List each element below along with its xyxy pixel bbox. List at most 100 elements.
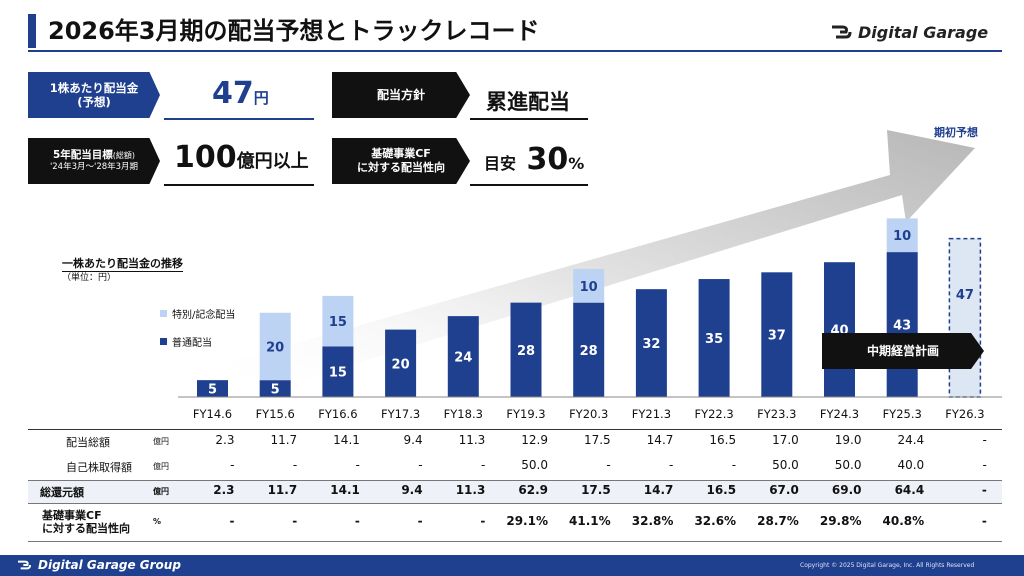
table-cell: 32.8% [631, 514, 674, 528]
bar-regular-FY21.3 [635, 289, 667, 397]
footer-logo-icon [18, 560, 31, 570]
policy-underline [470, 118, 588, 120]
table-divider [28, 480, 1002, 481]
bar-regular-label-FY19.3: 28 [517, 344, 535, 359]
table-row-label: 自己株取得額 [66, 461, 132, 474]
table-cell: 40.8% [882, 514, 925, 528]
target-label-line1: 5年配当目標 [52, 149, 113, 162]
company-logo: Digital Garage [830, 20, 988, 44]
table-cell: 11.7 [267, 483, 298, 497]
chart-title: 一株あたり配当金の推移 [62, 257, 183, 272]
table-row-label: 総還元額 [40, 486, 84, 499]
table-cell: 2.3 [213, 483, 235, 497]
table-cell: - [418, 458, 423, 472]
bar-special-label-FY15.6: 20 [266, 340, 284, 355]
x-tick-FY25.3: FY25.3 [883, 407, 922, 421]
target-label-line2: '24年3月～'28年3月期 [49, 162, 139, 173]
cf-number: 30 [526, 142, 569, 177]
bar-regular-label-FY17.3: 20 [392, 357, 410, 372]
bar-regular-label-FY18.3: 24 [454, 351, 472, 366]
table-cell: 50.0 [834, 458, 862, 472]
footer-bar [0, 555, 1024, 576]
footer-logo: Digital Garage Group [16, 558, 181, 572]
legend-special-label: 特別/記念配当 [172, 310, 236, 321]
dps-label-line2: (予想) [77, 95, 111, 109]
table-cell: 19.0 [834, 433, 862, 447]
cf-label-line2: に対する配当性向 [357, 161, 445, 174]
x-tick-FY15.6: FY15.6 [256, 407, 295, 421]
x-tick-FY14.6: FY14.6 [193, 407, 232, 421]
dps-underline [164, 118, 314, 120]
table-cell: - [982, 458, 987, 472]
bar-special-FY25.3 [886, 218, 918, 253]
table-cell: 16.5 [709, 433, 737, 447]
x-tick-FY23.3: FY23.3 [757, 407, 796, 421]
table-cell: 9.4 [403, 433, 423, 447]
bar-regular-label-FY26.3: 47 [956, 288, 974, 303]
bar-regular-FY23.3 [761, 272, 793, 397]
bar-special-FY20.3 [573, 268, 605, 303]
bar-regular-FY18.3 [447, 316, 479, 397]
x-tick-FY16.6: FY16.6 [318, 407, 357, 421]
chart-subtitle: （単位：円） [62, 273, 117, 283]
table-cell: - [354, 514, 360, 528]
cf-value: 目安 30% [484, 142, 584, 177]
table-cell: 12.9 [521, 433, 548, 447]
table-cell: 14.7 [643, 483, 674, 497]
table-cell: - [606, 458, 611, 472]
table-cell: - [981, 483, 987, 497]
table-cell: - [230, 458, 235, 472]
bar-regular-label-FY20.3: 28 [580, 344, 598, 359]
table-cell: 67.0 [769, 483, 799, 497]
table-cell: 28.7% [757, 514, 799, 528]
dps-label-line1: 1株あたり配当金 [49, 80, 139, 95]
bar-special-label-FY25.3: 10 [893, 229, 911, 244]
bar-regular-label-FY22.3: 35 [705, 332, 723, 347]
forecast-label: 期初予想 [934, 126, 978, 139]
bar-special-FY16.6 [322, 295, 354, 347]
table-cell: 29.8% [819, 514, 862, 528]
table-divider [28, 503, 1002, 504]
table-cell: 41.1% [569, 514, 611, 528]
table-cell: 11.3 [458, 433, 486, 447]
table-cell: 11.7 [270, 433, 298, 447]
x-tick-FY17.3: FY17.3 [381, 407, 420, 421]
table-cell: - [292, 514, 298, 528]
table-cell: 29.1% [506, 514, 548, 528]
bar-regular-label-FY16.6: 15 [329, 366, 347, 381]
table-cell: 14.1 [330, 483, 360, 497]
x-tick-FY24.3: FY24.3 [820, 407, 859, 421]
table-cell: 40.0 [897, 458, 925, 472]
logo-text: Digital Garage [858, 22, 989, 42]
x-tick-FY21.3: FY21.3 [632, 407, 671, 421]
table-divider [28, 541, 1002, 542]
footer-logo-text: Digital Garage Group [38, 558, 181, 572]
page-title: 2026年3月期の配当予想とトラックレコード [48, 17, 540, 45]
cf-underline [470, 184, 588, 186]
dps-value: 47円 [212, 76, 269, 111]
legend-regular-label: 普通配当 [172, 338, 212, 349]
target-underline [164, 184, 314, 186]
table-divider [28, 429, 1002, 430]
bar-regular-FY24.3 [824, 262, 855, 397]
table-cell: - [731, 458, 737, 472]
target-unit: 億円以上 [236, 151, 309, 172]
bar-special-label-FY16.6: 15 [329, 315, 347, 330]
table-cell: 14.1 [333, 433, 360, 447]
policy-value: 累進配当 [486, 90, 570, 114]
bar-regular-FY26.3 [948, 237, 982, 398]
table-cell: 64.4 [894, 483, 925, 497]
bar-regular-FY15.6 [259, 380, 291, 397]
bar-regular-FY19.3 [510, 302, 542, 397]
table-cell: 11.3 [455, 483, 486, 497]
bar-regular-label-FY14.6: 5 [208, 383, 217, 398]
title-divider [28, 50, 1002, 52]
table-cell: 14.7 [646, 433, 674, 447]
table-cell: 17.0 [772, 433, 799, 447]
table-row-unit: 億円 [153, 462, 169, 471]
bar-regular-FY17.3 [385, 329, 417, 397]
target-value: 100億円以上 [174, 140, 309, 175]
bar-regular-FY14.6 [197, 380, 228, 397]
table-cell: - [480, 514, 486, 528]
